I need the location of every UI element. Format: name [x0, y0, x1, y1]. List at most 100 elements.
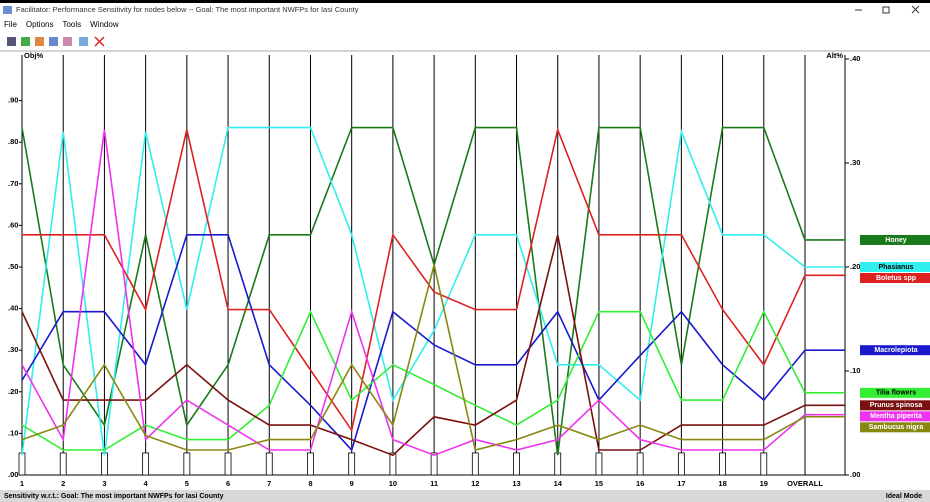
- menu-item[interactable]: Window: [90, 20, 119, 29]
- y-tick-label: .00: [8, 470, 18, 479]
- y-tick-label: .70: [8, 179, 18, 188]
- series-line: [22, 126, 806, 433]
- y-tick-label: .60: [8, 220, 18, 229]
- menu-bar: File Options Tools Window: [4, 20, 119, 29]
- weight-bar: [101, 452, 108, 476]
- y-tick-label: .20: [8, 387, 18, 396]
- close-button[interactable]: [911, 5, 920, 14]
- x-tick-label: 13: [512, 479, 520, 488]
- legend-label: Mentha piperita: [870, 413, 922, 420]
- weight-bar: [307, 452, 314, 476]
- y-tick-label: .80: [8, 137, 18, 146]
- weight-bar: [554, 452, 562, 476]
- y-tick-label: .30: [8, 345, 18, 354]
- y2-tick-label: .30: [850, 158, 860, 167]
- x-tick-label: 17: [677, 479, 685, 488]
- x-tick-label: 18: [718, 479, 726, 488]
- legend-swatch: [860, 400, 930, 411]
- series-line: [21, 129, 806, 457]
- x-tick-label: 6: [226, 479, 230, 488]
- tool-button[interactable]: [21, 37, 30, 46]
- x-tick-label: 19: [760, 479, 768, 488]
- x-tick-label: 11: [430, 479, 438, 488]
- weight-bar: [471, 452, 479, 476]
- y2-tick-label: .10: [850, 366, 860, 375]
- y-tick-label: .50: [8, 262, 18, 271]
- x-tick-label: 1: [20, 479, 24, 488]
- legend-label: Boletus spp: [876, 275, 916, 282]
- weight-bar: [59, 452, 67, 476]
- x-tick-label: 12: [471, 479, 479, 488]
- weight-bar: [183, 452, 191, 476]
- x-tick-label: 7: [267, 479, 271, 488]
- x-tick-label: 10: [389, 479, 397, 488]
- y-axis-label: Obj%: [24, 51, 43, 60]
- series-line: [21, 309, 806, 451]
- top-edge: [0, 0, 930, 3]
- y2-tick-label: .20: [850, 262, 860, 271]
- toolbar: [7, 36, 105, 47]
- series-line: [21, 234, 806, 452]
- y2-axis-label: Alt%: [826, 51, 843, 60]
- x-tick-label: 16: [636, 479, 644, 488]
- x-tick-label: OVERALL: [787, 479, 823, 488]
- tool-button[interactable]: [35, 37, 44, 46]
- x-tick-label: 4: [144, 479, 149, 488]
- x-tick-label: 5: [185, 479, 189, 488]
- legend-swatch: [860, 411, 930, 422]
- legend-swatch: [860, 387, 930, 398]
- status-bar: [0, 490, 930, 502]
- tool-button[interactable]: [7, 37, 16, 46]
- y-tick-label: .10: [8, 428, 18, 437]
- menu-item[interactable]: File: [4, 20, 17, 29]
- app-icon: [3, 6, 12, 14]
- weight-bar: [389, 452, 397, 476]
- weight-bar: [760, 452, 768, 476]
- legend-label: Sambucus nigra: [869, 424, 924, 431]
- x-tick-label: 3: [102, 479, 106, 488]
- x-tick-label: 2: [61, 479, 65, 488]
- legend-label: Phasianus: [878, 264, 913, 271]
- legend-label: Prunus spinosa: [870, 402, 923, 409]
- legend-label: Honey: [885, 237, 907, 244]
- weight-bar: [595, 452, 603, 476]
- y2-tick-label: .00: [850, 470, 860, 479]
- tool-button[interactable]: [49, 37, 58, 46]
- plot: 1 2 3 4 5 6 7 8 9 10 11 12 13 14 15 16 17 18 19 OVERALL.00.…: [8, 51, 930, 488]
- weight-bar: [677, 452, 685, 476]
- status-left: Sensitivity w.r.t.: Goal: The most impor…: [4, 493, 224, 500]
- x-tick-label: 9: [350, 479, 354, 488]
- tool-button[interactable]: [63, 37, 72, 46]
- y2-tick-label: .40: [850, 54, 860, 63]
- status-right: Ideal Mode: [886, 493, 922, 500]
- maximize-button[interactable]: [882, 6, 890, 14]
- y-tick-label: .40: [8, 304, 18, 313]
- series-line: [21, 126, 806, 456]
- weight-bar: [142, 452, 150, 476]
- x-tick-label: 8: [308, 479, 312, 488]
- tool-button[interactable]: [79, 37, 88, 46]
- weight-bar: [224, 452, 232, 476]
- legend-swatch: [860, 262, 930, 272]
- series-line: [21, 234, 806, 457]
- weight-bar: [348, 452, 356, 476]
- legend-swatch: [860, 234, 930, 245]
- menu-item[interactable]: Tools: [62, 20, 81, 29]
- y-tick-label: .90: [8, 96, 18, 105]
- series-line: [21, 126, 806, 456]
- menu-item[interactable]: Options: [26, 20, 54, 29]
- legend-swatch: [860, 345, 930, 356]
- weight-bar: [265, 452, 273, 476]
- series-line: [21, 264, 806, 451]
- legend-label: Tilia flowers: [876, 390, 916, 397]
- weight-bar: [719, 452, 726, 476]
- window-title: Facilitator: Performance Sensitivity for…: [16, 5, 359, 14]
- x-tick-label: 14: [554, 479, 563, 488]
- legend-swatch: [860, 422, 930, 433]
- weight-bar: [513, 452, 520, 476]
- tool-button[interactable]: [94, 36, 105, 47]
- legend-label: Macrolepiota: [874, 347, 917, 354]
- weight-bar: [636, 452, 644, 476]
- legend-swatch: [860, 273, 930, 283]
